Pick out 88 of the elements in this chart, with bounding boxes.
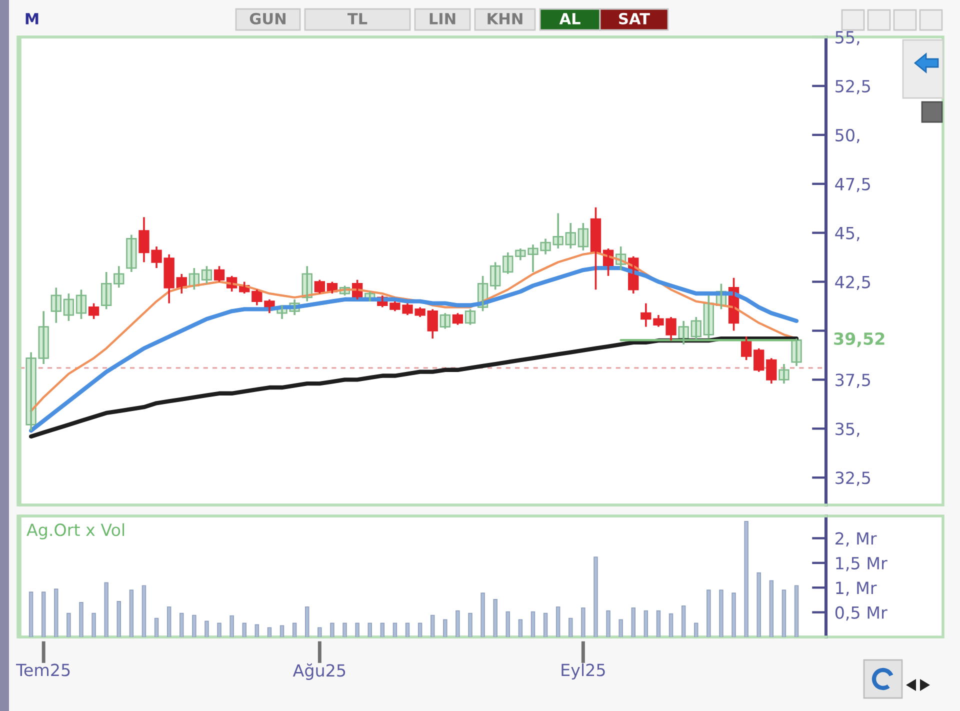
bar <box>330 622 334 637</box>
bar <box>305 606 310 637</box>
y-tick-label: 2, Mr <box>836 532 877 546</box>
text: 39,52 <box>834 332 884 348</box>
bar <box>706 590 711 637</box>
bar <box>66 612 71 637</box>
bar <box>166 606 172 637</box>
bar <box>782 590 786 637</box>
bar <box>405 622 410 637</box>
text: M <box>26 13 38 24</box>
bar <box>254 624 260 637</box>
bar <box>506 611 510 637</box>
bar <box>480 592 485 637</box>
bar <box>79 602 84 637</box>
bar <box>116 601 121 637</box>
bar <box>104 582 108 637</box>
bar <box>530 611 536 637</box>
bar <box>430 614 435 637</box>
bar <box>54 588 58 637</box>
text: LIN <box>430 13 456 24</box>
y-tick-label: 47,5 <box>835 178 870 192</box>
y-tick-label: 52,5 <box>836 80 870 94</box>
bar <box>606 610 610 637</box>
text: TL <box>347 13 368 24</box>
bar <box>656 610 661 637</box>
chart-title: Ag.Ort x Vol <box>26 523 124 540</box>
bar <box>744 521 748 637</box>
bar <box>204 620 209 637</box>
bar <box>129 590 134 637</box>
bar <box>180 612 184 637</box>
y-tick-label: 0,5 Mr <box>835 606 888 621</box>
y-tick-label: 42,5 <box>835 276 870 290</box>
bar <box>756 572 761 637</box>
bar <box>556 606 560 637</box>
bar <box>154 618 159 637</box>
bar <box>732 592 736 637</box>
bar <box>618 619 623 637</box>
bar <box>292 622 297 637</box>
bar <box>681 605 686 637</box>
bar <box>380 622 385 637</box>
bar <box>217 622 222 637</box>
bar <box>769 580 774 637</box>
bar <box>581 607 586 637</box>
y-tick-label: 1,5 Mr <box>836 557 888 572</box>
bar <box>694 622 698 637</box>
bar <box>794 585 799 637</box>
bar <box>41 592 46 637</box>
bar <box>280 625 284 637</box>
bar <box>267 627 272 637</box>
bar <box>192 614 196 637</box>
x-tick-label: Eyl25 <box>562 663 605 680</box>
text: AL <box>559 13 580 24</box>
bar <box>493 599 498 637</box>
bar <box>242 622 246 637</box>
bar <box>28 592 34 637</box>
text: GUN <box>250 12 286 24</box>
y-tick-label: 1, Mr <box>836 582 877 596</box>
x-tick-label: Ağu25 <box>292 663 346 680</box>
y-tick-label: 50, <box>836 128 860 144</box>
bar <box>631 607 636 637</box>
bar <box>518 619 523 637</box>
bar <box>668 613 674 637</box>
y-tick-label: 32,5 <box>836 472 870 486</box>
bar <box>230 615 234 637</box>
bar <box>719 590 724 637</box>
bar <box>644 610 648 637</box>
y-tick-label: 55, <box>836 31 860 46</box>
y-tick-label: 45, <box>835 226 860 242</box>
y-tick-label: 37,5 <box>836 374 870 388</box>
bar <box>594 556 598 637</box>
bar <box>468 612 472 637</box>
bar <box>368 622 372 637</box>
y-tick-label: 35, <box>836 422 860 437</box>
bar <box>392 622 398 637</box>
bar <box>318 627 322 637</box>
bar <box>142 585 146 637</box>
bar <box>355 622 360 637</box>
text: KHN <box>488 13 522 24</box>
bar <box>418 622 422 637</box>
bar <box>543 612 548 637</box>
bar <box>456 610 460 637</box>
bar <box>92 612 96 637</box>
bar <box>568 618 573 637</box>
bar <box>342 622 347 637</box>
x-tick-label: Tem25 <box>16 664 70 676</box>
bar <box>443 619 448 637</box>
text: SAT <box>619 12 650 24</box>
line-series <box>28 266 799 433</box>
